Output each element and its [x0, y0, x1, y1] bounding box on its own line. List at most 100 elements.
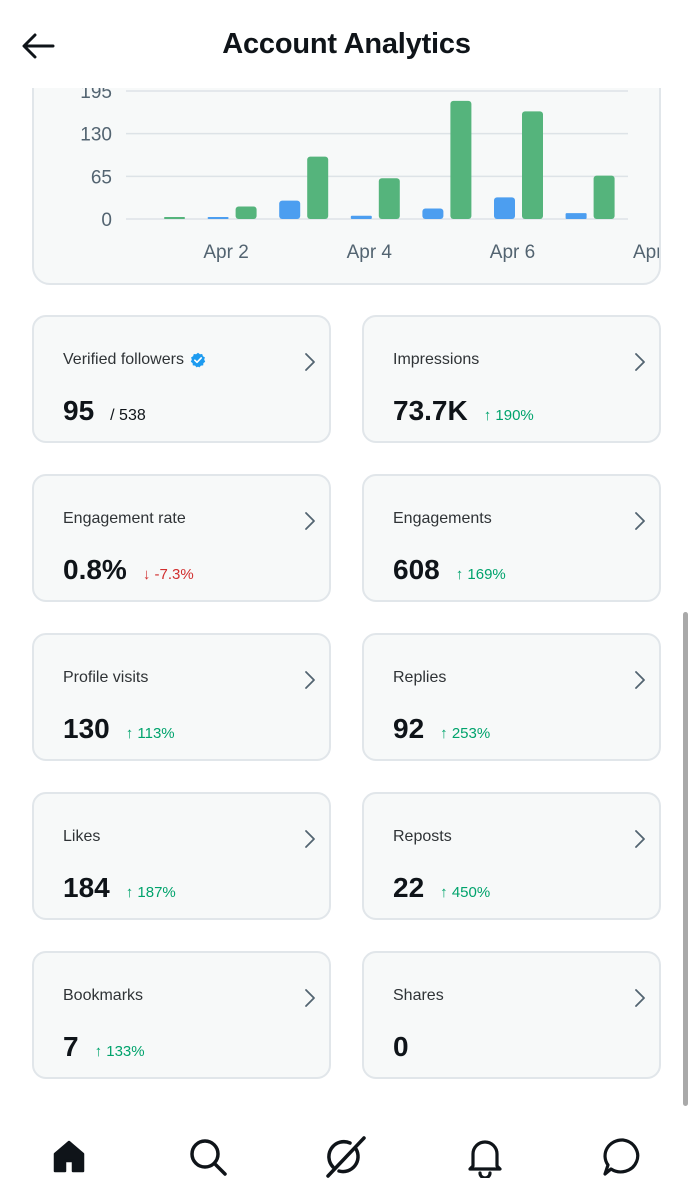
- chevron-right-icon: [635, 989, 645, 1007]
- metric-value: 7: [63, 1031, 79, 1062]
- metric-value-row: 184 ↑ 187%: [63, 872, 176, 904]
- metric-label-row: Engagements: [393, 510, 492, 528]
- metric-label: Impressions: [393, 351, 480, 368]
- chart-bar[interactable]: [378, 178, 400, 219]
- metric-label: Verified followers: [63, 351, 184, 368]
- metric-card[interactable]: Verified followers 95 / 538: [32, 315, 331, 443]
- metric-card[interactable]: Likes 184 ↑ 187%: [32, 792, 331, 920]
- x-tick-label: Apr 2: [203, 242, 248, 263]
- x-tick-label: Apr 8: [633, 242, 661, 263]
- metric-label-row: Engagement rate: [63, 510, 186, 528]
- chart-bar[interactable]: [350, 215, 372, 219]
- metric-value-row: 0: [393, 1031, 409, 1063]
- metric-value-row: 0.8% ↓ -7.3%: [63, 554, 194, 586]
- metric-label-row: Bookmarks: [63, 987, 143, 1005]
- metric-value-row: 130 ↑ 113%: [63, 713, 175, 745]
- page-title: Account Analytics: [222, 28, 471, 60]
- metric-label: Engagement rate: [63, 510, 186, 527]
- metric-value: 184: [63, 872, 110, 903]
- back-button[interactable]: [18, 26, 58, 66]
- metric-card[interactable]: Profile visits 130 ↑ 113%: [32, 633, 331, 761]
- metric-value-row: 22 ↑ 450%: [393, 872, 490, 904]
- x-tick-label: Apr 4: [347, 242, 393, 263]
- metric-value: 22: [393, 872, 425, 903]
- chevron-right-icon: [635, 671, 645, 689]
- chevron-right-icon: [305, 353, 315, 371]
- bottom-tab-bar: [0, 1118, 693, 1200]
- metric-value-row: 73.7K ↑ 190%: [393, 395, 534, 427]
- chart-bar[interactable]: [235, 206, 257, 219]
- chart-bar[interactable]: [450, 100, 472, 219]
- metric-label: Reposts: [393, 828, 452, 845]
- chart-bar[interactable]: [593, 175, 615, 219]
- metric-change: ↑ 190%: [483, 407, 534, 424]
- metric-change: ↑ 253%: [440, 725, 491, 742]
- chevron-right-icon: [305, 989, 315, 1007]
- y-tick-label: 65: [91, 167, 112, 188]
- metric-label: Likes: [63, 828, 101, 845]
- search-icon: [190, 1139, 227, 1176]
- chart-bar[interactable]: [279, 200, 301, 219]
- metric-value-row: 92 ↑ 253%: [393, 713, 490, 745]
- chart-bar[interactable]: [164, 217, 185, 219]
- metric-card[interactable]: Impressions 73.7K ↑ 190%: [362, 315, 661, 443]
- metric-label-row: Shares: [393, 987, 444, 1005]
- metric-card[interactable]: Reposts 22 ↑ 450%: [362, 792, 661, 920]
- verified-badge-icon: [190, 352, 206, 368]
- metric-label-row: Impressions: [393, 351, 479, 369]
- metric-value: 73.7K: [393, 395, 468, 426]
- chart-bar[interactable]: [494, 197, 515, 219]
- metric-value-row: 608 ↑ 169%: [393, 554, 506, 586]
- metric-card[interactable]: Shares 0: [362, 951, 661, 1079]
- tab-messages[interactable]: [598, 1132, 648, 1182]
- chart-bar[interactable]: [565, 213, 587, 219]
- metric-value-row: 7 ↑ 133%: [63, 1031, 145, 1063]
- metric-label: Replies: [393, 669, 447, 686]
- tab-home[interactable]: [44, 1132, 94, 1182]
- metric-card[interactable]: Engagements 608 ↑ 169%: [362, 474, 661, 602]
- top-bar: Account Analytics: [0, 0, 693, 88]
- metric-card[interactable]: Engagement rate 0.8% ↓ -7.3%: [32, 474, 331, 602]
- metric-value: 95: [63, 395, 95, 426]
- bell-icon: [468, 1140, 502, 1178]
- metric-value: 0.8%: [63, 554, 127, 585]
- y-tick-label: 130: [80, 125, 112, 146]
- chevron-right-icon: [635, 353, 645, 371]
- metric-change: ↑ 450%: [440, 884, 491, 901]
- metric-label: Profile visits: [63, 669, 149, 686]
- tab-search[interactable]: [183, 1132, 233, 1182]
- x-tick-label: Apr 6: [490, 242, 535, 263]
- metric-change: ↑ 187%: [125, 884, 176, 901]
- metric-label: Engagements: [393, 510, 492, 527]
- chart-bar[interactable]: [207, 217, 229, 219]
- tab-notifications[interactable]: [460, 1132, 510, 1182]
- home-icon: [53, 1140, 85, 1173]
- chevron-right-icon: [305, 671, 315, 689]
- scrollbar[interactable]: [683, 612, 688, 1106]
- metric-card[interactable]: Bookmarks 7 ↑ 133%: [32, 951, 331, 1079]
- metric-label-row: Verified followers: [63, 351, 206, 369]
- metric-change: ↓ -7.3%: [142, 566, 194, 583]
- chart-bar[interactable]: [522, 111, 543, 219]
- chart-bar[interactable]: [422, 208, 444, 219]
- chevron-right-icon: [635, 512, 645, 530]
- metric-change: ↑ 133%: [94, 1043, 145, 1060]
- metric-card[interactable]: Replies 92 ↑ 253%: [362, 633, 661, 761]
- metric-change: ↑ 113%: [125, 725, 175, 742]
- grok-icon: [326, 1136, 366, 1178]
- metric-label-row: Replies: [393, 669, 446, 687]
- metric-value: 0: [393, 1031, 409, 1062]
- chart-bar[interactable]: [307, 156, 329, 219]
- chevron-right-icon: [635, 830, 645, 848]
- metric-value: 130: [63, 713, 110, 744]
- y-tick-label: 0: [101, 210, 112, 231]
- metric-change: ↑ 169%: [455, 566, 506, 583]
- messages-icon: [603, 1138, 640, 1176]
- tab-grok[interactable]: [320, 1132, 370, 1182]
- chevron-right-icon: [305, 512, 315, 530]
- metric-value: 608: [393, 554, 440, 585]
- metric-label-row: Reposts: [393, 828, 452, 846]
- metric-total: / 538: [110, 407, 146, 424]
